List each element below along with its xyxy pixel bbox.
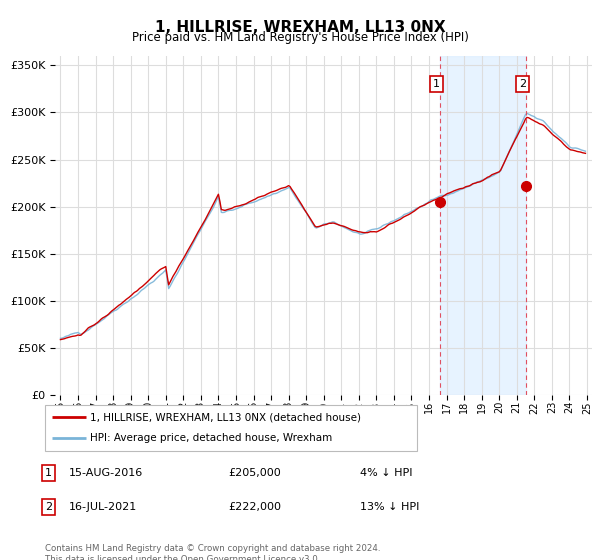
Text: HPI: Average price, detached house, Wrexham: HPI: Average price, detached house, Wrex…: [89, 433, 332, 444]
Text: 15-AUG-2016: 15-AUG-2016: [69, 468, 143, 478]
Text: Price paid vs. HM Land Registry's House Price Index (HPI): Price paid vs. HM Land Registry's House …: [131, 31, 469, 44]
Bar: [440, 56, 526, 395]
Text: £205,000: £205,000: [228, 468, 281, 478]
Text: Contains HM Land Registry data © Crown copyright and database right 2024.
This d: Contains HM Land Registry data © Crown c…: [45, 544, 380, 560]
Text: 1: 1: [45, 468, 52, 478]
Text: 2: 2: [519, 79, 526, 89]
Text: 1, HILLRISE, WREXHAM, LL13 0NX (detached house): 1, HILLRISE, WREXHAM, LL13 0NX (detached…: [89, 412, 361, 422]
Text: 1: 1: [433, 79, 440, 89]
Text: 13% ↓ HPI: 13% ↓ HPI: [360, 502, 419, 512]
Text: 1, HILLRISE, WREXHAM, LL13 0NX: 1, HILLRISE, WREXHAM, LL13 0NX: [155, 20, 445, 35]
Text: 4% ↓ HPI: 4% ↓ HPI: [360, 468, 413, 478]
Text: 2: 2: [45, 502, 52, 512]
Text: £222,000: £222,000: [228, 502, 281, 512]
Text: 16-JUL-2021: 16-JUL-2021: [69, 502, 137, 512]
